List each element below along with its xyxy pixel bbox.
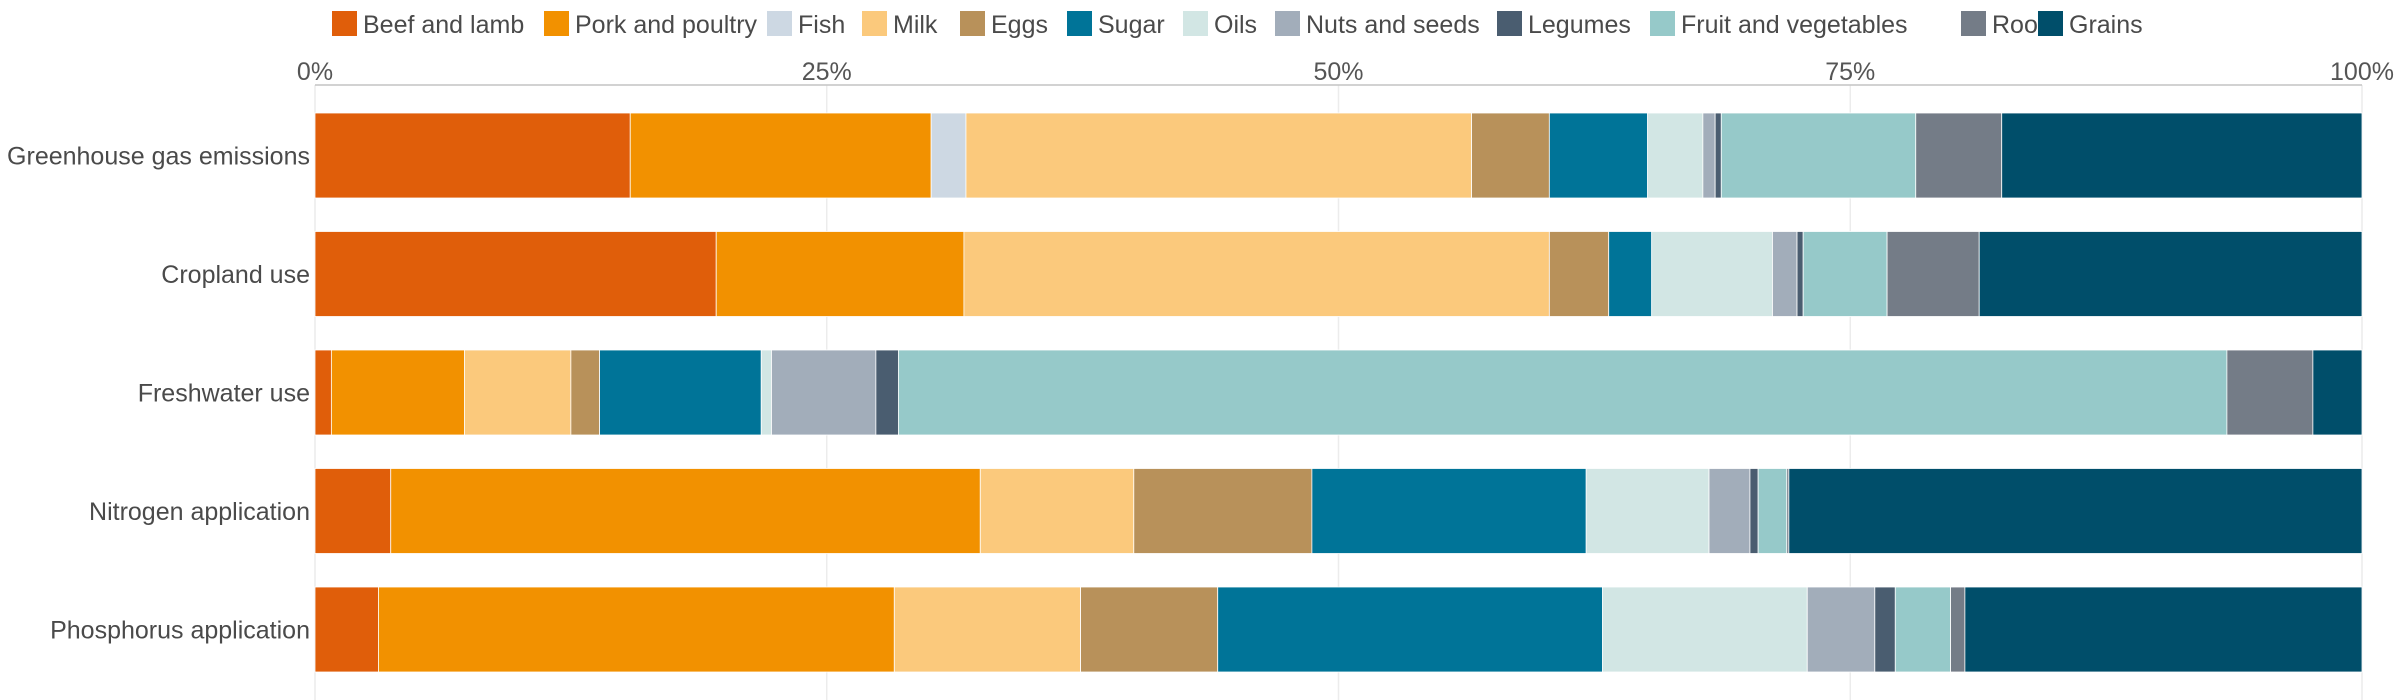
bar-segment-greenhouse-gas-emissions-nuts-and-seeds [1702, 112, 1716, 199]
bar-segment-nitrogen-application-sugar [1311, 468, 1587, 554]
bar-segment-freshwater-use-fruit-and-vegetables [897, 349, 2228, 436]
bar-segment-greenhouse-gas-emissions-roots [1915, 112, 2003, 199]
bar-segment-cropland-use-eggs [1548, 231, 1610, 317]
bar-segment-nitrogen-application-pork-and-poultry [390, 468, 981, 554]
legend-label-fruit-and-vegetables: Fruit and vegetables [1681, 11, 1908, 39]
bar-segment-greenhouse-gas-emissions-legumes [1714, 112, 1722, 199]
bar-segment-phosphorus-application-grains [1964, 586, 2363, 673]
bar-segment-greenhouse-gas-emissions-fish [930, 112, 967, 199]
bar-segment-cropland-use-sugar [1608, 231, 1653, 317]
bar-segment-phosphorus-application-fruit-and-vegetables [1894, 586, 1951, 673]
bar-segment-cropland-use-beef-and-lamb [314, 231, 717, 317]
bar-segment-greenhouse-gas-emissions-grains [2001, 112, 2363, 199]
bar-segment-freshwater-use-eggs [570, 349, 600, 436]
bar-segment-cropland-use-legumes [1796, 231, 1804, 317]
legend-swatch-legumes [1497, 11, 1522, 36]
bar-segment-freshwater-use-milk [464, 349, 572, 436]
legend-label-milk: Milk [893, 11, 938, 39]
bar-segment-nitrogen-application-fruit-and-vegetables [1757, 468, 1788, 554]
bar-segment-nitrogen-application-nuts-and-seeds [1708, 468, 1751, 554]
legend-swatch-eggs [960, 11, 985, 36]
bar-segment-phosphorus-application-beef-and-lamb [314, 586, 379, 673]
legend-swatch-fruit-and-vegetables [1650, 11, 1675, 36]
bars [314, 112, 2363, 673]
legend-label-pork-and-poultry: Pork and poultry [575, 11, 758, 39]
bar-segment-cropland-use-milk [963, 231, 1550, 317]
bar-segment-cropland-use-nuts-and-seeds [1772, 231, 1798, 317]
legend-swatch-roots [1961, 11, 1986, 36]
legend-swatch-beef-and-lamb [332, 11, 357, 36]
legend-label-grains: Grains [2069, 11, 2143, 39]
bar-segment-greenhouse-gas-emissions-eggs [1471, 112, 1550, 199]
bar-segment-phosphorus-application-eggs [1080, 586, 1219, 673]
legend-swatch-milk [862, 11, 887, 36]
x-tick-label: 75% [1825, 58, 1875, 86]
bar-segment-freshwater-use-roots [2226, 349, 2314, 436]
legend-swatch-fish [767, 11, 792, 36]
legend-swatch-oils [1183, 11, 1208, 36]
bar-segment-greenhouse-gas-emissions-pork-and-poultry [629, 112, 932, 199]
legend-label-beef-and-lamb: Beef and lamb [363, 11, 524, 39]
bar-segment-freshwater-use-legumes [875, 349, 899, 436]
category-label-freshwater-use: Freshwater use [138, 380, 310, 408]
legend-swatch-nuts-and-seeds [1275, 11, 1300, 36]
bar-segment-phosphorus-application-sugar [1217, 586, 1603, 673]
bar-segment-phosphorus-application-oils [1602, 586, 1808, 673]
bar-segment-greenhouse-gas-emissions-fruit-and-vegetables [1720, 112, 1917, 199]
bar-segment-freshwater-use-pork-and-poultry [330, 349, 465, 436]
legend-label-nuts-and-seeds: Nuts and seeds [1306, 11, 1480, 39]
bar-segment-freshwater-use-sugar [599, 349, 762, 436]
bar-segment-freshwater-use-beef-and-lamb [314, 349, 332, 436]
category-labels: Greenhouse gas emissions Cropland use Fres… [7, 143, 310, 645]
bar-segment-phosphorus-application-pork-and-poultry [378, 586, 895, 673]
bar-segment-nitrogen-application-oils [1585, 468, 1710, 554]
legend-label-fish: Fish [798, 11, 845, 39]
category-label-nitrogen-application: Nitrogen application [89, 498, 310, 526]
bar-segment-phosphorus-application-milk [893, 586, 1081, 673]
x-tick-label: 50% [1313, 58, 1363, 86]
bar-segment-cropland-use-grains [1978, 231, 2363, 317]
bar-segment-greenhouse-gas-emissions-milk [965, 112, 1472, 199]
bar-segment-freshwater-use-nuts-and-seeds [771, 349, 877, 436]
bar-segment-phosphorus-application-legumes [1874, 586, 1896, 673]
bar-segment-nitrogen-application-milk [979, 468, 1135, 554]
x-tick-label: 100% [2330, 58, 2394, 86]
x-tick-label: 25% [802, 58, 852, 86]
bar-segment-phosphorus-application-roots [1950, 586, 1966, 673]
x-tick-label: 0% [297, 58, 333, 86]
bar-segment-freshwater-use-oils [760, 349, 772, 436]
legend: Beef and lamb Pork and poultry Fish Milk Egg… [332, 11, 2143, 39]
bar-segment-greenhouse-gas-emissions-oils [1647, 112, 1704, 199]
legend-label-eggs: Eggs [991, 11, 1048, 39]
category-label-cropland-use: Cropland use [161, 261, 310, 289]
bar-segment-cropland-use-pork-and-poultry [715, 231, 965, 317]
category-label-greenhouse-gas-emissions: Greenhouse gas emissions [7, 143, 310, 171]
legend-swatch-sugar [1067, 11, 1092, 36]
x-axis: 0% 25% 50% 75% 100% [297, 58, 2394, 86]
bar-segment-phosphorus-application-nuts-and-seeds [1806, 586, 1876, 673]
bar-segment-cropland-use-fruit-and-vegetables [1802, 231, 1888, 317]
legend-label-oils: Oils [1214, 11, 1257, 39]
bar-segment-nitrogen-application-eggs [1133, 468, 1313, 554]
legend-label-legumes: Legumes [1528, 11, 1631, 39]
legend-label-sugar: Sugar [1098, 11, 1165, 39]
bar-segment-nitrogen-application-beef-and-lamb [314, 468, 392, 554]
bar-segment-greenhouse-gas-emissions-sugar [1548, 112, 1648, 199]
category-label-phosphorus-application: Phosphorus application [50, 617, 310, 645]
bar-segment-cropland-use-roots [1886, 231, 1980, 317]
bar-segment-freshwater-use-grains [2312, 349, 2363, 436]
legend-swatch-pork-and-poultry [544, 11, 569, 36]
bar-segment-cropland-use-oils [1651, 231, 1773, 317]
bar-segment-nitrogen-application-legumes [1749, 468, 1759, 554]
bar-segment-nitrogen-application-grains [1788, 468, 2363, 554]
legend-swatch-grains [2038, 11, 2063, 36]
bar-segment-greenhouse-gas-emissions-beef-and-lamb [314, 112, 631, 199]
